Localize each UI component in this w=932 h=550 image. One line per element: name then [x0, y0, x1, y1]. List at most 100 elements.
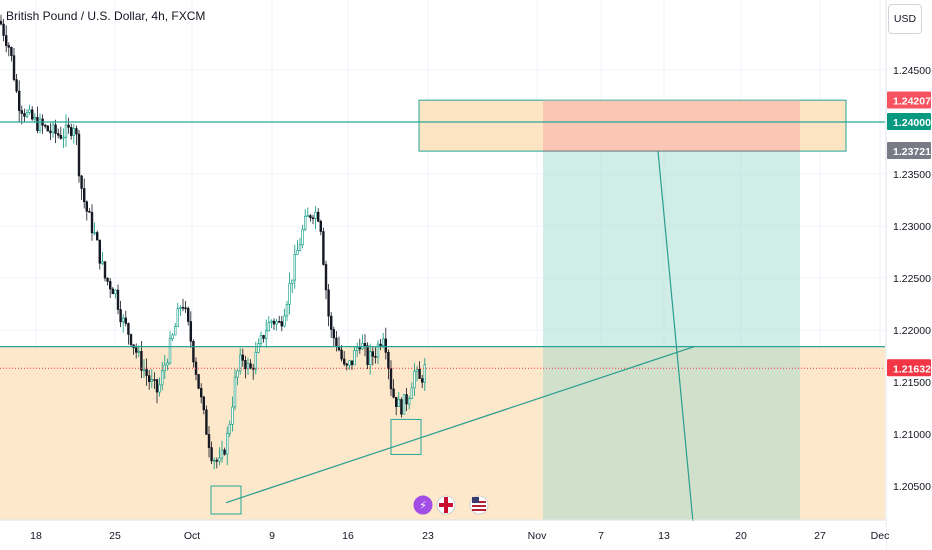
candle-body: [12, 55, 16, 80]
price-tick-label: 1.21500: [893, 377, 931, 389]
candle-body: [64, 124, 68, 138]
us-flag-canton: [472, 497, 479, 503]
candle-body: [184, 307, 187, 310]
candle-body: [59, 134, 63, 139]
candle-body: [353, 350, 356, 366]
candle-body: [111, 288, 115, 295]
candle-body: [340, 349, 343, 360]
candle-body: [72, 128, 76, 136]
candle-body: [363, 342, 367, 346]
candle-body: [332, 329, 335, 339]
time-axis-bg: [0, 521, 886, 550]
candle-body: [56, 133, 60, 136]
candle-body: [189, 321, 192, 342]
currency-button[interactable]: USD: [888, 4, 922, 34]
candle-body: [36, 116, 39, 131]
time-tick-label: 20: [735, 530, 747, 542]
candle-body: [218, 457, 221, 462]
candle-body: [155, 379, 159, 393]
price-tick-label: 1.20500: [893, 481, 931, 493]
pivot-marker-box: [390, 418, 422, 455]
candle-body: [309, 215, 312, 219]
candle-body: [376, 343, 380, 358]
candle-body: [231, 406, 234, 425]
candle-body: [342, 358, 346, 365]
candle-body: [366, 345, 369, 365]
candle-body: [374, 356, 377, 358]
candle-body: [392, 388, 395, 398]
price-axis[interactable]: 1.24500 1.24000 1.23500 1.23000 1.22500 1.220…: [885, 0, 932, 550]
candle-body: [290, 279, 294, 284]
candle-body: [210, 447, 213, 462]
candle-body: [306, 215, 309, 217]
candle-body: [197, 374, 200, 389]
candle-body: [319, 220, 322, 232]
candle-body: [28, 109, 31, 113]
price-tag-label: 1.24000: [893, 117, 931, 129]
candle-body: [119, 309, 122, 323]
candle-body: [46, 125, 50, 132]
candle-body: [192, 340, 195, 363]
candle-body: [267, 322, 270, 332]
candle-body: [181, 307, 185, 309]
candle-body: [241, 354, 244, 361]
candle-body: [275, 321, 278, 325]
price-tag-entry: [887, 142, 931, 160]
candle-body: [77, 133, 81, 177]
candle-body: [109, 281, 112, 290]
candle-body: [226, 433, 229, 455]
candle-body: [137, 351, 140, 353]
candle-body: [142, 369, 146, 371]
candle-body: [153, 379, 156, 381]
candle-body: [129, 334, 133, 346]
price-tick-label: 1.22500: [893, 273, 931, 285]
time-axis[interactable]: 18 25 Oct 9 16 23 Nov 7 13 20 27 Dec: [0, 519, 890, 550]
candle-body: [176, 308, 179, 327]
candle-body: [397, 399, 400, 407]
candle-body: [345, 363, 348, 366]
candle-body: [15, 79, 18, 92]
candle-body: [150, 379, 153, 383]
us-flag-stripe: [472, 509, 486, 511]
candle-body: [148, 375, 151, 383]
candle-body: [270, 320, 273, 323]
event-icons[interactable]: ⚡: [413, 495, 489, 515]
candle-body: [324, 264, 328, 291]
price-tag-stop: [887, 91, 931, 109]
time-tick-label: Dec: [871, 530, 890, 542]
time-tick-label: 23: [422, 530, 434, 542]
candle-body: [67, 124, 70, 128]
candle-body: [223, 449, 226, 455]
time-tick-label: 13: [658, 530, 670, 542]
candle-body: [316, 211, 320, 222]
time-tick-label: Nov: [528, 530, 547, 542]
candle-body: [272, 320, 276, 325]
price-tag-label: 1.21632: [893, 363, 931, 375]
candle-body: [400, 399, 403, 415]
candle-body: [355, 347, 359, 351]
projection-line: [657, 151, 695, 533]
lightning-icon[interactable]: [413, 495, 433, 515]
time-tick-label: 27: [814, 530, 826, 542]
candle-body: [277, 321, 281, 323]
lightning-glyph: ⚡: [419, 500, 427, 512]
candle-body: [161, 370, 164, 386]
candle-body: [420, 378, 424, 383]
candle-body: [116, 289, 120, 310]
candle-body: [90, 212, 94, 234]
candle-body: [166, 362, 169, 366]
chart-drawings[interactable]: [0, 121, 885, 533]
stop-area: [543, 100, 800, 152]
candlestick-series: [0, 14, 426, 470]
candle-body: [33, 116, 37, 120]
candle-body: [236, 370, 239, 378]
candle-body: [202, 396, 205, 411]
price-tag-label: 1.23721: [893, 146, 931, 158]
candle-body: [17, 90, 21, 111]
candle-body: [303, 215, 307, 230]
time-tick-label: Oct: [184, 530, 200, 542]
candle-body: [80, 175, 83, 189]
candle-body: [168, 338, 172, 364]
candle-body: [88, 211, 91, 213]
